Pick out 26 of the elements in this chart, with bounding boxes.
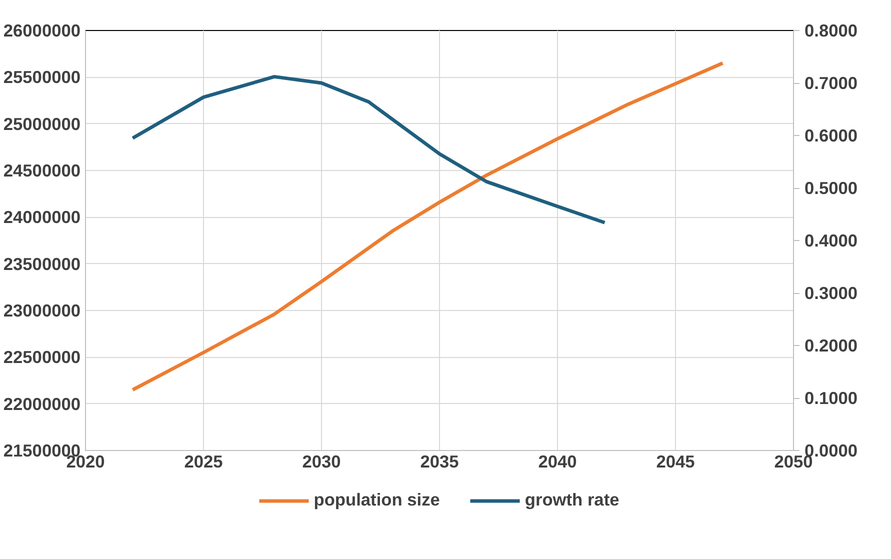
y2-tick-label: 0.7000: [804, 73, 858, 93]
y-tick-label: 24500000: [3, 160, 81, 180]
y2-tick-label: 0.3000: [804, 283, 858, 303]
y2-tick-label: 0.6000: [804, 126, 858, 146]
y-tick-label: 26000000: [3, 20, 81, 40]
line-series: [130, 61, 724, 392]
x-tick-label: 2030: [302, 452, 341, 472]
y-tick-label: 25500000: [3, 67, 81, 88]
y2-tick-label: 0.8000: [804, 20, 858, 40]
y-tick-label: 23500000: [3, 254, 81, 274]
y2-tick-label: 0.1000: [804, 388, 858, 408]
legend-label: growth rate: [524, 490, 620, 510]
y-tick-label: 22000000: [3, 394, 81, 414]
x-tick-label: 2035: [420, 452, 460, 472]
line-series: [130, 74, 606, 224]
y-tick-label: 25000000: [3, 114, 81, 134]
x-tick-label: 2045: [656, 452, 696, 472]
x-tick-label: 2040: [538, 452, 577, 472]
x-tick-label: 2025: [184, 452, 224, 472]
y-tick-label: 23000000: [3, 300, 81, 320]
y-tick-label: 22500000: [3, 347, 81, 368]
y2-tick-label: 0.2000: [804, 336, 858, 356]
legend-label: population size: [314, 490, 440, 510]
y2-tick-label: 0.5000: [804, 178, 858, 198]
y-tick-label: 24000000: [3, 207, 81, 228]
y2-tick-label: 0.4000: [804, 230, 858, 250]
